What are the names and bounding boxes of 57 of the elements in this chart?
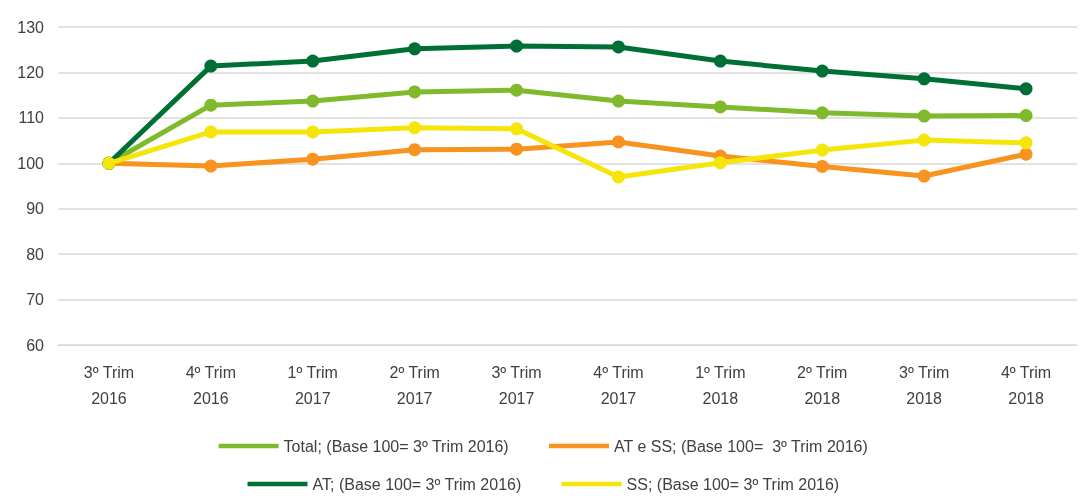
- point: [815, 159, 829, 173]
- point: [611, 94, 625, 108]
- point: [917, 109, 931, 123]
- legend-label: AT; (Base 100= 3º Trim 2016): [312, 475, 522, 493]
- y-tick-label: 90: [26, 200, 45, 218]
- x-tick-label: 1º Trim 2017: [287, 363, 338, 407]
- point: [1019, 136, 1033, 150]
- point: [510, 39, 524, 53]
- point: [611, 170, 625, 184]
- x-tick-label: 2º Trim 2017: [389, 363, 440, 407]
- y-tick-label: 110: [18, 109, 45, 127]
- point: [917, 133, 931, 147]
- point: [713, 100, 727, 114]
- x-tick-label: 3º Trim 2016: [83, 363, 135, 407]
- point: [306, 54, 320, 68]
- point: [1019, 109, 1033, 123]
- point: [611, 135, 625, 149]
- x-tick-label: 4º Trim 2018: [1000, 363, 1052, 407]
- point: [1019, 82, 1033, 96]
- point: [408, 121, 422, 135]
- legend-label: SS; (Base 100= 3º Trim 2016): [626, 475, 840, 493]
- point: [408, 42, 422, 56]
- point: [510, 83, 524, 97]
- point: [204, 98, 218, 112]
- point: [815, 143, 829, 157]
- legend-label: AT e SS; (Base 100= 3º Trim 2016): [613, 437, 868, 455]
- legend-label: Total; (Base 100= 3º Trim 2016): [283, 437, 509, 455]
- point: [1019, 147, 1033, 161]
- x-tick-label: 4º Trim 2017: [593, 363, 644, 407]
- x-tick-label: 3º Trim 2017: [491, 363, 542, 407]
- x-tick-label: 4º Trim 2016: [185, 363, 236, 407]
- point: [611, 40, 625, 54]
- point: [815, 64, 829, 78]
- y-tick-label: 60: [26, 336, 45, 354]
- point: [306, 152, 320, 166]
- point: [815, 106, 829, 120]
- y-tick-label: 100: [17, 154, 45, 172]
- point: [204, 159, 218, 173]
- x-tick-label: 1º Trim 2018: [695, 363, 746, 407]
- point: [408, 143, 422, 157]
- point: [713, 156, 727, 170]
- point: [306, 125, 320, 139]
- point: [713, 54, 727, 68]
- point: [510, 122, 524, 136]
- x-tick-label: 2º Trim 2018: [797, 363, 848, 407]
- point: [510, 142, 524, 156]
- y-tick-label: 120: [17, 63, 45, 81]
- y-tick-label: 80: [26, 245, 45, 263]
- point: [306, 94, 320, 108]
- y-tick-label: 130: [17, 18, 45, 36]
- point: [204, 125, 218, 139]
- point: [204, 59, 218, 73]
- y-tick-label: 70: [26, 291, 45, 309]
- point: [917, 72, 931, 86]
- point: [408, 85, 422, 99]
- x-tick-label: 3º Trim 2018: [899, 363, 950, 407]
- point: [917, 169, 931, 183]
